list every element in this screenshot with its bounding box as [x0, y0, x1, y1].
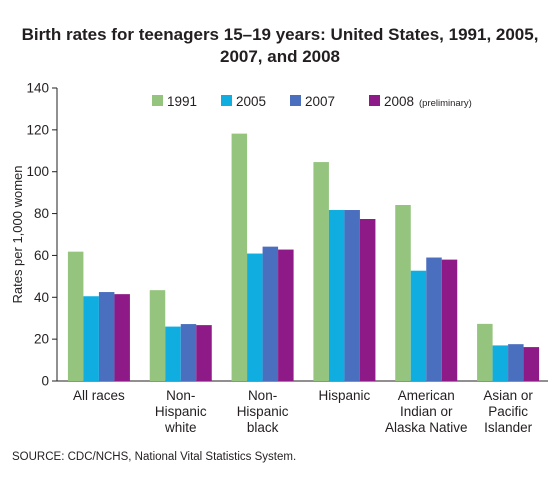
legend-swatch-2008: [369, 95, 380, 106]
bar-2007: [508, 344, 524, 381]
x-category-label: Non-: [248, 388, 277, 403]
bar-1991: [231, 133, 248, 381]
bar-2005: [165, 326, 181, 381]
y-axis-title: Rates per 1,000 women: [10, 165, 25, 303]
bar-2008: [441, 259, 458, 381]
y-tick-label: 120: [26, 122, 49, 137]
bar-2008: [359, 219, 376, 381]
y-tick-label: 100: [26, 164, 49, 179]
bar-1991: [477, 323, 493, 381]
x-category-label: Alaska Native: [385, 420, 468, 435]
bar-2005: [328, 210, 345, 381]
bar-1991: [313, 162, 329, 381]
legend-label-2008: 2008: [384, 94, 414, 109]
legend-swatch-2007: [290, 95, 301, 106]
legend-label-2007: 2007: [305, 94, 335, 109]
bar-2007: [426, 257, 442, 381]
x-category-label: All races: [73, 388, 125, 403]
bar-2008: [523, 347, 540, 381]
y-tick-label: 140: [26, 81, 49, 96]
x-category-label: Hispanic: [237, 404, 289, 419]
x-category-label: Hispanic: [319, 388, 371, 403]
x-category-label: Hispanic: [155, 404, 207, 419]
bar-1991: [67, 251, 84, 381]
bar-2007: [98, 292, 115, 381]
legend-note: (preliminary): [419, 98, 472, 109]
bar-2007: [262, 246, 279, 381]
legend-swatch-2005: [221, 95, 232, 106]
bar-2007: [180, 324, 197, 381]
x-category-label: white: [164, 420, 197, 435]
legend-label-2005: 2005: [236, 94, 266, 109]
x-category-label: American: [398, 388, 455, 403]
bar-1991: [395, 204, 411, 381]
bar-2007: [344, 210, 360, 381]
y-tick-label: 20: [34, 332, 49, 347]
x-category-label: Pacific: [488, 404, 528, 419]
source-note: SOURCE: CDC/NCHS, National Vital Statist…: [12, 451, 297, 463]
bar-2008: [196, 325, 212, 381]
chart-title-line-2: 2007, and 2008: [219, 47, 341, 66]
bar-2008: [114, 294, 130, 381]
bar-2005: [492, 345, 509, 381]
chart-title-line-1: Birth rates for teenagers 15–19 years: U…: [21, 25, 539, 44]
bar-1991: [149, 290, 166, 381]
x-category-label: Asian or: [483, 388, 533, 403]
bar-2005: [83, 296, 99, 381]
y-tick-label: 60: [34, 248, 49, 263]
y-tick-label: 0: [41, 374, 49, 389]
y-tick-label: 40: [34, 290, 49, 305]
x-category-label: Non-: [166, 388, 195, 403]
x-category-label: Islander: [484, 420, 533, 435]
y-tick-label: 80: [34, 206, 49, 221]
bar-2008: [278, 249, 294, 381]
x-category-label: black: [247, 420, 279, 435]
bar-2005: [410, 270, 427, 381]
legend-label-1991: 1991: [167, 94, 197, 109]
bar-2005: [247, 253, 263, 381]
x-category-label: Indian or: [400, 404, 453, 419]
legend-swatch-1991: [152, 95, 163, 106]
